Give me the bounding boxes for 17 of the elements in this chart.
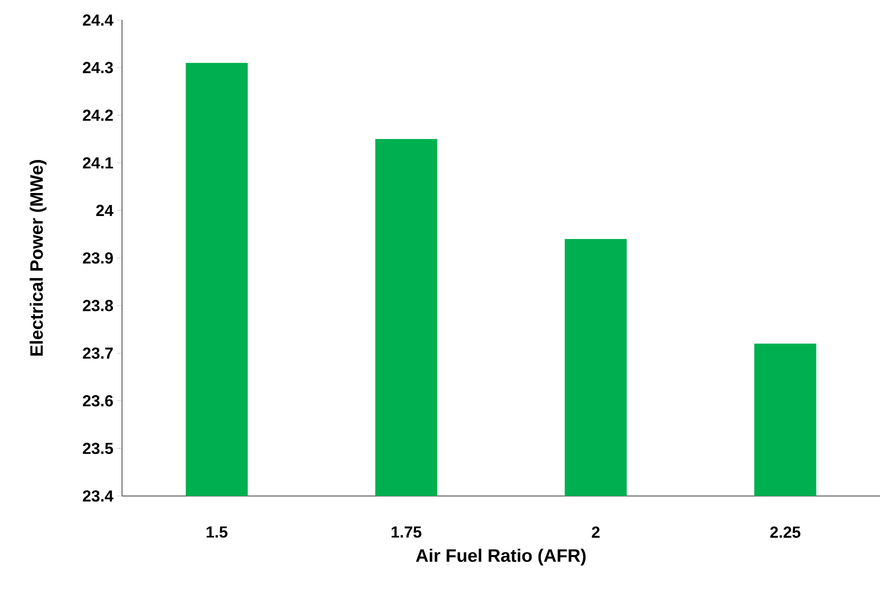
y-tick-label: 23.4 bbox=[82, 490, 114, 502]
y-tick-label: 24.3 bbox=[82, 62, 113, 74]
y-tick-label: 23.9 bbox=[82, 252, 113, 264]
y-tick-label: 24 bbox=[96, 204, 114, 216]
y-tick-label: 24.4 bbox=[82, 14, 114, 26]
y-tick-label: 24.1 bbox=[82, 157, 114, 168]
y-tick-label: 23.8 bbox=[82, 300, 113, 312]
y-tick-label: 23.6 bbox=[82, 395, 113, 406]
y-tick-label: 24.2 bbox=[82, 110, 113, 121]
x-tick-label: 2.25 bbox=[770, 526, 800, 538]
y-axis-title: Electrical Power (MWe) bbox=[30, 160, 46, 356]
y-tick-label: 23.5 bbox=[82, 442, 114, 454]
x-tick-label: 2 bbox=[592, 526, 600, 538]
x-axis-title: Air Fuel Ratio (AFR) bbox=[416, 548, 586, 566]
y-tick-label: 23.7 bbox=[82, 348, 113, 359]
x-tick-label: 1.5 bbox=[206, 526, 228, 538]
x-tick-label: 1.75 bbox=[392, 526, 422, 538]
